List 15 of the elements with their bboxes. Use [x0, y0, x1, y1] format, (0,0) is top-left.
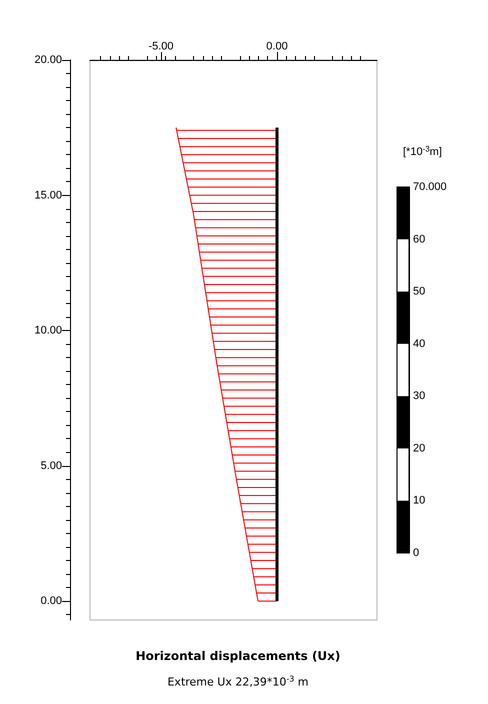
y2-tick-label: 60 — [413, 233, 426, 246]
y2-tick-label: 20 — [413, 442, 426, 454]
y2-tick-label: 50 — [413, 286, 426, 298]
y-tick-label: 15.00 — [34, 189, 62, 202]
y2-tick-label: 10 — [413, 494, 426, 507]
y-tick-label: 0.00 — [40, 595, 62, 608]
y2-tick-label: 0 — [413, 547, 420, 559]
y2-tick-label: 30 — [413, 390, 426, 402]
x-tick-label: -5.00 — [148, 40, 174, 52]
y2-tick-label: 70.000 — [413, 181, 447, 193]
y-tick-label: 10.00 — [34, 324, 62, 337]
y-tick-label: 20.00 — [34, 54, 62, 66]
y-tick-label: 5.00 — [40, 460, 62, 472]
text: Horizontal displacements (Ux) — [136, 649, 340, 663]
y2-tick-label: 40 — [413, 338, 426, 350]
